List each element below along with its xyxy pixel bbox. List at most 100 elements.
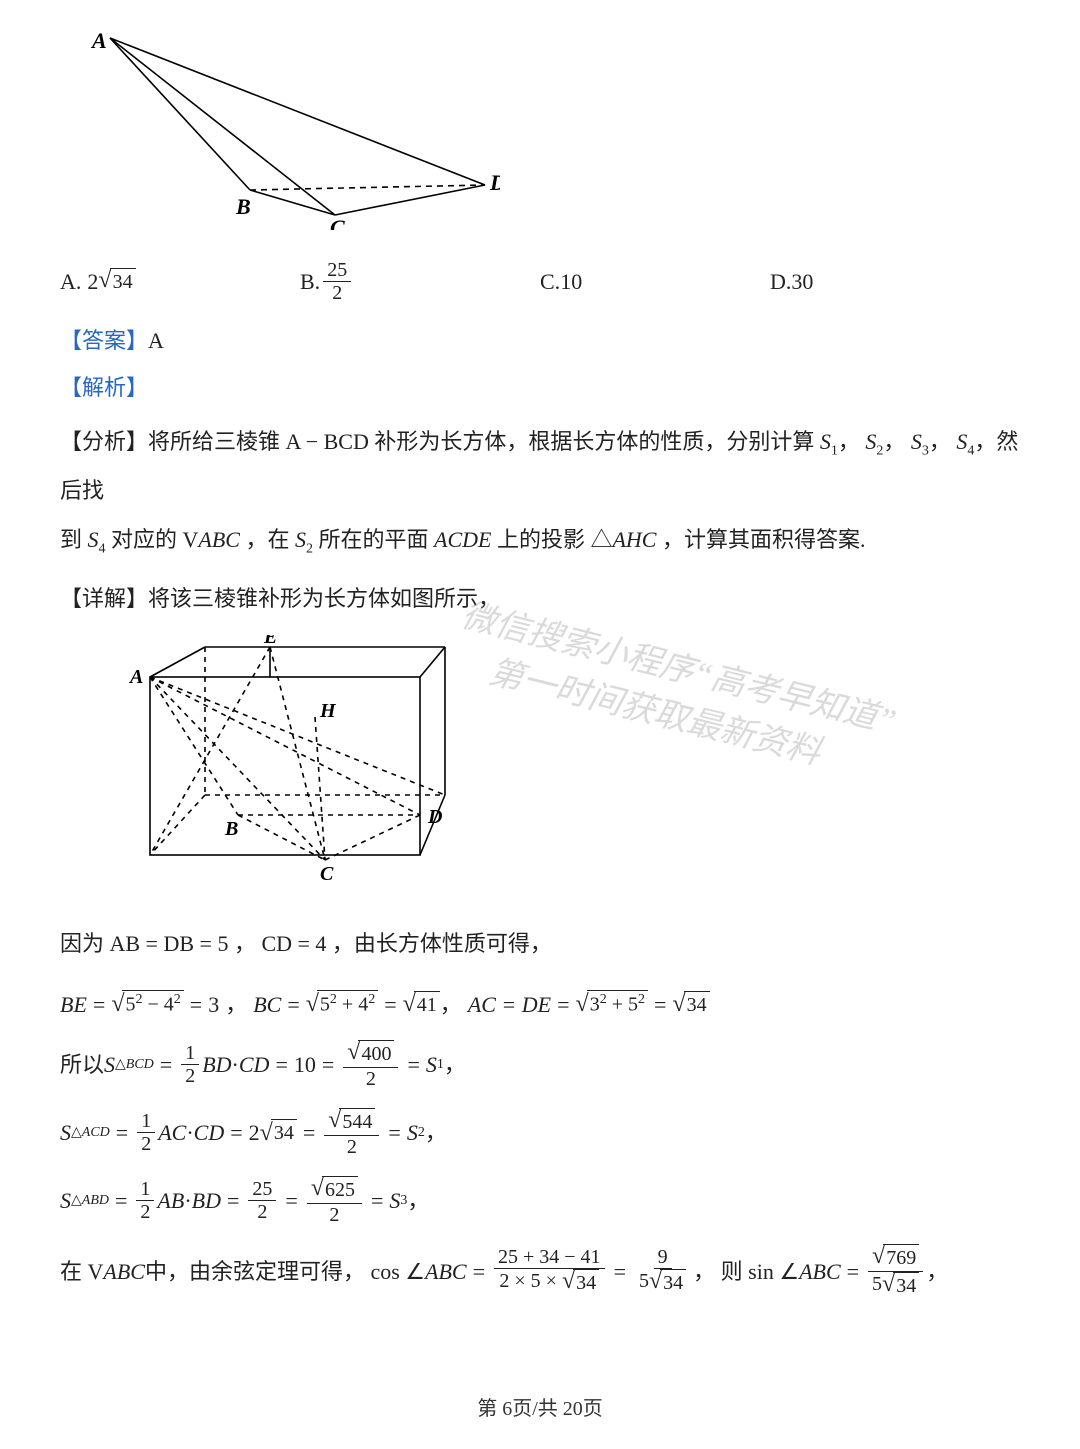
fenxi-i1: 1 xyxy=(831,443,838,458)
ac-b: 5 xyxy=(628,994,638,1016)
cos-d2r: 34 xyxy=(660,1269,686,1296)
footer-total: 20 xyxy=(563,1398,583,1420)
sbcd-tri: △ xyxy=(115,1054,126,1076)
option-B: B. 252 xyxy=(300,259,540,304)
eq-sabd: S△ABD = 12 AB·BD = 252 = √6252 =S3， xyxy=(60,1176,1020,1226)
sabd-n: 625 xyxy=(322,1176,358,1203)
eq-sacd: S△ACD = 12 AC·CD =2√34 = √5442 =S2， xyxy=(60,1108,1020,1158)
fenxi-ahc: AHC xyxy=(612,527,656,552)
option-C: C. 10 xyxy=(540,269,770,295)
sacd-sub: ACD xyxy=(82,1122,110,1144)
sbcd-v: 10 xyxy=(294,1047,316,1082)
eq-sbcd: 所以 S△BCD = 12 BD·CD =10 = √4002 =S1， xyxy=(60,1040,1020,1090)
fenxi-i2b: 2 xyxy=(306,541,313,556)
label-A: A xyxy=(90,30,107,53)
sbcd-ri: 1 xyxy=(437,1054,444,1076)
cos-n3: 769 xyxy=(883,1244,919,1271)
sbcd-t1: BD xyxy=(202,1047,231,1082)
analysis-tag-line: 【解析】 xyxy=(60,371,1020,404)
fenxi-l2c: ，在 xyxy=(245,527,295,552)
sbcd-t2: CD xyxy=(239,1047,270,1082)
fenxi-s3: S xyxy=(911,429,922,454)
options-row: A. 2 √34 B. 252 C. 10 D. 30 xyxy=(60,259,1020,304)
be-a: 5 xyxy=(125,994,135,1016)
cos-pre: 在 V xyxy=(60,1254,103,1289)
cos-d3a: 5 xyxy=(872,1273,882,1295)
bc-ae: 2 xyxy=(330,992,337,1007)
sbcd-sub: BCD xyxy=(126,1054,154,1076)
cos-d1a: 2 × 5 × xyxy=(499,1270,562,1292)
fenxi-l2a: 到 xyxy=(60,527,82,552)
be-b: 4 xyxy=(164,994,174,1016)
cuboid-figure: A B C D E H xyxy=(90,635,450,895)
bc-a: 5 xyxy=(320,994,330,1016)
f2-D: D xyxy=(427,806,442,828)
ac-ae: 2 xyxy=(600,992,607,1007)
option-C-val: 10 xyxy=(560,269,582,295)
sbcd-hd: 2 xyxy=(181,1065,199,1087)
option-B-num: 25 xyxy=(323,259,351,282)
cos-comma: ， xyxy=(926,1254,948,1289)
ac-r: 34 xyxy=(684,991,710,1018)
fenxi-para: 【分析】将所给三棱锥 A − BCD 补形为长方体，根据长方体的性质，分别计算 … xyxy=(60,418,1020,565)
fenxi-i4b: 4 xyxy=(99,541,106,556)
sbcd-d: 2 xyxy=(362,1068,380,1090)
sabd-ri: 3 xyxy=(400,1190,407,1212)
fenxi-c1: ， xyxy=(838,429,860,454)
sacd-d: 2 xyxy=(343,1136,361,1158)
fenxi-c2: ， xyxy=(883,429,905,454)
option-A: A. 2 √34 xyxy=(60,268,300,295)
bc-be: 2 xyxy=(368,992,375,1007)
option-D: D. 30 xyxy=(770,269,910,295)
fenxi-l1a: 将所给三棱锥 A − BCD 补形为长方体，根据长方体的性质，分别计算 xyxy=(148,429,814,454)
option-D-val: 30 xyxy=(791,269,813,295)
be-r: 3 xyxy=(208,987,219,1022)
label-B: B xyxy=(235,194,251,219)
label-C: C xyxy=(330,215,345,230)
option-A-rad: 34 xyxy=(110,268,136,295)
be-lhs: BE xyxy=(60,987,87,1022)
fenxi-l2b: 对应的 V xyxy=(111,527,198,552)
footer-pre: 第 xyxy=(477,1398,502,1420)
answer-val: A xyxy=(148,328,164,353)
cos-ang2: ABC xyxy=(799,1254,841,1289)
sabd-t2: BD xyxy=(192,1183,221,1218)
sacd-coef: 2 xyxy=(249,1115,260,1150)
cos-n2: 9 xyxy=(654,1246,672,1269)
option-A-coef: 2 xyxy=(87,269,98,295)
cos-then: ， 则 sin ∠ xyxy=(693,1254,799,1289)
sabd-vn: 25 xyxy=(248,1178,276,1201)
fenxi-l2e: 上的投影 xyxy=(497,527,591,552)
f2-B: B xyxy=(224,818,238,840)
fenxi-s4b: S xyxy=(88,527,99,552)
fenxi-abc: ABC xyxy=(198,527,240,552)
sacd-ri: 2 xyxy=(418,1122,425,1144)
given-line: 因为 AB = DB = 5 ， CD = 4 ，由长方体性质可得， xyxy=(60,920,1020,968)
sbcd-lhs: S xyxy=(104,1047,115,1082)
fenxi-s1: S xyxy=(820,429,831,454)
option-B-den: 2 xyxy=(328,282,346,304)
f2-A: A xyxy=(128,666,143,688)
cos-d3r: 34 xyxy=(893,1272,919,1299)
f2-H: H xyxy=(319,700,337,722)
be-be: 2 xyxy=(174,992,181,1007)
sbcd-hn: 1 xyxy=(181,1042,199,1065)
cos-d1r: 34 xyxy=(573,1269,599,1296)
bc-lhs: BC xyxy=(253,987,281,1022)
cos-n1: 25 + 34 − 41 xyxy=(494,1246,605,1269)
bc-r: 41 xyxy=(414,991,440,1018)
sacd-hd: 2 xyxy=(137,1133,155,1155)
cos-mid: 中，由余弦定理可得， cos ∠ xyxy=(145,1254,425,1289)
sabd-tri: △ xyxy=(71,1190,82,1212)
cos-ang: ABC xyxy=(425,1254,467,1289)
analysis-tag: 【解析】 xyxy=(60,375,148,400)
bc-b: 4 xyxy=(358,994,368,1016)
sabd-hd: 2 xyxy=(136,1201,154,1223)
sacd-n: 544 xyxy=(339,1108,375,1135)
fenxi-tag: 【分析】 xyxy=(60,429,148,454)
cos-d2a: 5 xyxy=(639,1270,649,1292)
sacd-tri: △ xyxy=(71,1122,82,1144)
option-B-prefix: B. xyxy=(300,269,320,295)
fenxi-c3: ， xyxy=(929,429,951,454)
sabd-t1: AB xyxy=(157,1183,184,1218)
